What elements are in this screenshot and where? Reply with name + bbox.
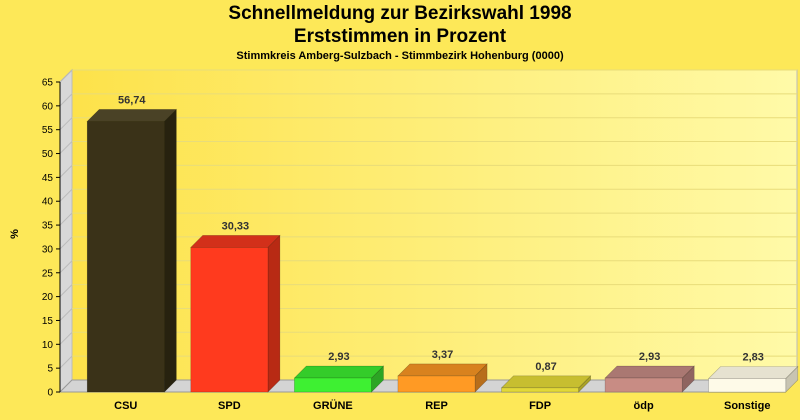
y-tick-label: 20: [42, 292, 54, 303]
value-label: 2,93: [639, 351, 660, 363]
category-label: CSU: [114, 400, 137, 412]
category-label: Sonstige: [724, 400, 770, 412]
gridline-side: [59, 69, 73, 83]
value-label: 30,33: [222, 220, 250, 232]
bar-top: [707, 366, 799, 379]
y-axis: 0 5 10 15 20 25 30 35 40 45 50 55 60 65: [42, 78, 61, 399]
bar-front: [501, 387, 579, 393]
gridline-side: [59, 236, 73, 250]
gridline-side: [59, 308, 73, 321]
bar-grüne: [293, 365, 385, 393]
y-tick-label: 15: [42, 316, 54, 327]
category-label: GRÜNE: [313, 399, 353, 412]
gridline-side: [59, 355, 73, 369]
y-tick-label: 10: [42, 340, 54, 351]
y-tick-label: 55: [42, 125, 54, 136]
bar-csu: [86, 108, 178, 393]
gridline-side: [59, 117, 73, 131]
gridline-side: [59, 188, 73, 202]
chart-title-2: Erststimmen in Prozent: [293, 26, 507, 47]
value-label: 2,93: [328, 351, 349, 363]
gridline-side: [59, 284, 73, 297]
category-label: REP: [425, 400, 448, 412]
y-tick-label: 25: [42, 268, 54, 279]
bar-front: [708, 378, 787, 393]
gridline-side: [59, 165, 73, 178]
bar-ödp: [604, 365, 695, 393]
y-axis-label: %: [9, 229, 21, 239]
labels: 56,74 CSU 30,33 SPD 2,93 GRÜNE 3,37 REP 0,87 FDP 2…: [114, 94, 770, 412]
value-label: 0,87: [535, 361, 556, 373]
bar-front: [294, 377, 372, 393]
bar-front: [190, 247, 269, 393]
chart-subtitle: Stimmkreis Amberg-Sulzbach - Stimmbezirk…: [236, 50, 564, 62]
bar-top: [293, 365, 385, 379]
gridline-side: [59, 331, 73, 345]
bar-front: [397, 375, 476, 393]
chart-title: Schnellmeldung zur Bezirkswahl 1998: [228, 3, 572, 24]
y-tick-label: 0: [47, 388, 53, 399]
bars: [86, 108, 799, 393]
y-tick-label: 5: [47, 364, 53, 375]
bar-top: [397, 363, 488, 377]
bar-side: [267, 234, 281, 393]
y-tick-label: 60: [42, 101, 54, 112]
gridline-side: [59, 141, 73, 154]
bar-top: [500, 375, 592, 389]
value-label: 2,83: [743, 352, 764, 364]
y-tick-label: 65: [42, 78, 54, 89]
y-tick-label: 50: [42, 149, 54, 160]
bar-rep: [397, 363, 488, 393]
bar-spd: [190, 234, 281, 393]
gridline-side: [59, 260, 73, 274]
y-tick-label: 45: [42, 173, 54, 184]
gridline-side: [59, 93, 73, 107]
bar-top: [190, 235, 281, 248]
bar-sonstige: [707, 365, 799, 393]
bar-side: [164, 108, 177, 393]
bar-front: [604, 377, 683, 393]
bar-front: [86, 121, 165, 393]
y-tick-label: 30: [42, 244, 54, 255]
y-tick-label: 35: [42, 221, 54, 232]
gridline-side: [59, 212, 73, 226]
bar-fdp: [500, 375, 592, 393]
bar-top: [86, 109, 178, 122]
category-label: ödp: [634, 400, 654, 412]
value-label: 56,74: [118, 94, 146, 106]
value-label: 3,37: [432, 349, 453, 361]
category-label: FDP: [529, 400, 551, 412]
y-tick-label: 40: [42, 197, 54, 208]
bar-top: [604, 365, 695, 379]
category-label: SPD: [218, 400, 241, 412]
